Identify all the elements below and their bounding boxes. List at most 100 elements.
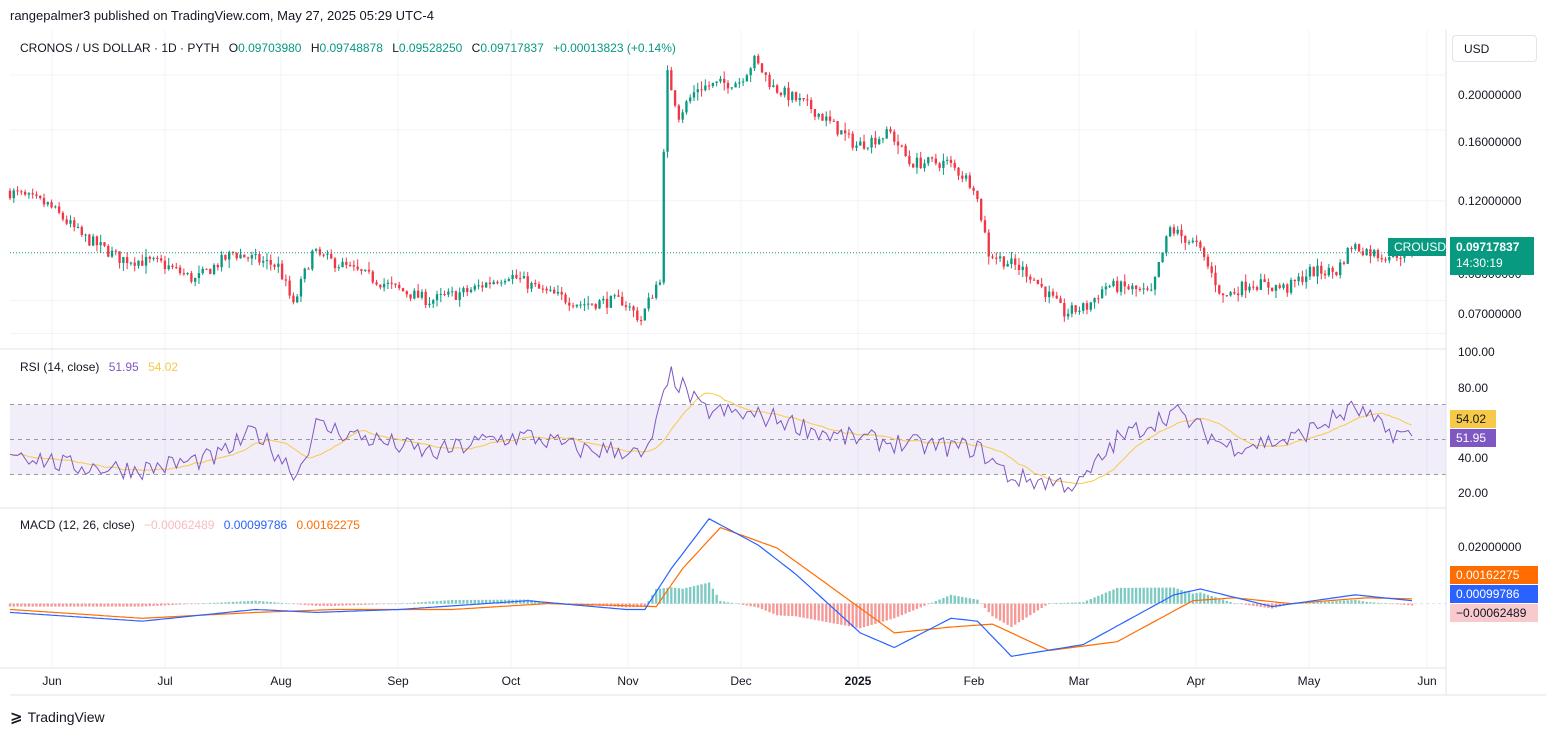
rsi-value-tag: 51.95 bbox=[1450, 429, 1496, 447]
candle-body bbox=[462, 287, 465, 293]
candle bbox=[148, 255, 151, 263]
macd-histogram-bar bbox=[1187, 592, 1191, 604]
macd-histogram-bar bbox=[492, 599, 495, 604]
macd-histogram-bar bbox=[367, 603, 371, 605]
candle bbox=[889, 126, 892, 134]
macd-histogram-bar bbox=[156, 603, 159, 606]
candle-body bbox=[1255, 287, 1259, 290]
candle-body bbox=[1176, 229, 1179, 234]
macd-histogram-bar bbox=[1229, 601, 1232, 604]
tradingview-logo-icon: ⩾ bbox=[10, 709, 23, 726]
candle bbox=[511, 270, 514, 285]
candle-body bbox=[500, 282, 503, 284]
candle bbox=[1218, 284, 1221, 295]
macd-histogram-bar bbox=[760, 603, 764, 610]
candle bbox=[726, 80, 730, 94]
candle bbox=[481, 281, 484, 292]
macd-histogram-bar bbox=[466, 599, 469, 604]
rsi-value: 51.95 bbox=[108, 360, 139, 374]
candle bbox=[1297, 272, 1300, 286]
macd-histogram-bar bbox=[711, 588, 715, 604]
footer-brand[interactable]: ⩾ TradingView bbox=[10, 708, 105, 726]
candle-body bbox=[1259, 279, 1263, 290]
candle bbox=[20, 189, 23, 196]
candle-body bbox=[125, 257, 129, 264]
macd-histogram-bar bbox=[953, 595, 956, 604]
candle-body bbox=[12, 190, 15, 199]
candle-body bbox=[428, 303, 431, 306]
macd-histogram-bar bbox=[825, 603, 828, 622]
macd-hist-tag: −0.00062489 bbox=[1450, 604, 1538, 622]
macd-histogram-bar bbox=[734, 603, 737, 605]
candle bbox=[753, 54, 756, 72]
candle-body bbox=[69, 220, 72, 224]
macd-histogram-bar bbox=[802, 603, 805, 618]
macd-histogram-bar bbox=[8, 603, 12, 607]
candle-body bbox=[953, 163, 956, 168]
macd-histogram-bar bbox=[326, 603, 329, 606]
macd-histogram-bar bbox=[435, 601, 439, 604]
currency-button[interactable]: USD bbox=[1452, 35, 1537, 62]
candle bbox=[666, 65, 669, 158]
macd-histogram-bar bbox=[1082, 602, 1085, 604]
macd-histogram-bar bbox=[647, 600, 650, 604]
candle bbox=[949, 155, 953, 168]
macd-histogram-bar bbox=[961, 596, 964, 604]
candle-body bbox=[262, 260, 265, 263]
macd-histogram-bar bbox=[1161, 587, 1164, 604]
candle bbox=[484, 281, 488, 288]
candle bbox=[311, 249, 314, 272]
candle bbox=[159, 254, 163, 263]
candle-body bbox=[481, 285, 484, 288]
candle-body bbox=[57, 206, 61, 213]
macd-histogram-bar bbox=[1248, 603, 1251, 606]
macd-histogram-bar bbox=[450, 600, 454, 604]
candle-body bbox=[1085, 303, 1089, 310]
candle-body bbox=[552, 289, 556, 294]
candle bbox=[749, 67, 752, 83]
candle bbox=[405, 290, 408, 298]
candle bbox=[1017, 258, 1021, 276]
macd-histogram-bar bbox=[840, 603, 843, 625]
candle-body bbox=[1365, 249, 1368, 256]
low-label: L bbox=[392, 41, 399, 55]
macd-histogram-bar bbox=[1263, 603, 1266, 608]
candle bbox=[1240, 280, 1244, 298]
candle bbox=[439, 287, 442, 303]
macd-histogram-bar bbox=[530, 600, 533, 604]
candle-body bbox=[220, 254, 223, 268]
macd-histogram-bar bbox=[439, 600, 442, 604]
candle bbox=[896, 134, 900, 155]
candle-body bbox=[617, 295, 620, 297]
candle bbox=[1278, 282, 1281, 290]
candle-body bbox=[783, 87, 786, 96]
macd-histogram-bar bbox=[280, 602, 284, 604]
macd-histogram-bar bbox=[696, 585, 699, 604]
candle-body bbox=[1093, 298, 1096, 303]
candle bbox=[613, 293, 616, 300]
macd-histogram-bar bbox=[500, 599, 503, 604]
macd-histogram-bar bbox=[84, 603, 87, 607]
candle-body bbox=[129, 262, 133, 264]
candle-body bbox=[802, 97, 805, 100]
macd-histogram-bar bbox=[764, 603, 767, 611]
candle-body bbox=[1229, 292, 1232, 296]
candle-body bbox=[484, 282, 488, 288]
candle bbox=[991, 253, 994, 260]
macd-histogram-bar bbox=[1365, 601, 1368, 604]
candle-body bbox=[1112, 280, 1115, 287]
candle-body bbox=[137, 260, 140, 266]
candle bbox=[330, 249, 333, 260]
candle-body bbox=[964, 175, 968, 179]
candle-body bbox=[243, 254, 246, 258]
candle bbox=[1255, 285, 1259, 292]
macd-histogram-bar bbox=[1059, 602, 1062, 604]
candle-body bbox=[556, 291, 560, 294]
macd-histogram-bar bbox=[768, 603, 771, 613]
candle bbox=[534, 279, 537, 288]
macd-histogram-bar bbox=[900, 603, 904, 616]
candle-body bbox=[651, 297, 654, 299]
candle-body bbox=[1206, 256, 1210, 267]
candle bbox=[50, 199, 53, 209]
